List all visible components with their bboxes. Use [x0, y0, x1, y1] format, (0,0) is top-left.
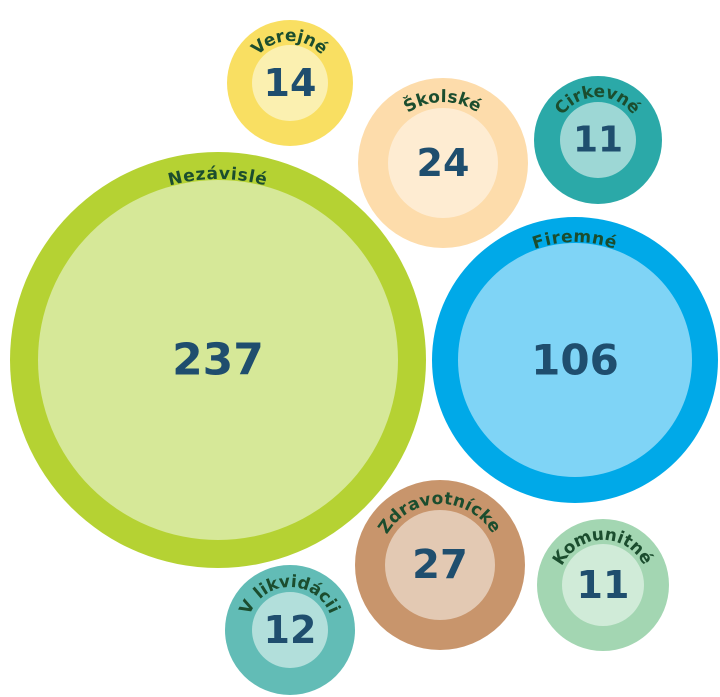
bubble-inner: [388, 108, 498, 218]
bubble-inner: [252, 45, 328, 121]
bubble-inner: [458, 243, 692, 477]
bubble-inner: [562, 544, 644, 626]
value-label: 12: [264, 608, 317, 652]
value-label: 11: [577, 563, 630, 607]
bubble-inner: [252, 592, 328, 668]
value-label: 106: [531, 336, 619, 385]
value-label: 14: [264, 61, 317, 105]
value-label: 11: [573, 120, 623, 161]
bubble-inner: [38, 180, 398, 540]
value-label: 237: [172, 335, 264, 386]
bubble-inner: [385, 510, 495, 620]
value-label: 24: [417, 141, 470, 185]
bubble-inner: [560, 102, 636, 178]
value-label: 27: [412, 542, 468, 588]
